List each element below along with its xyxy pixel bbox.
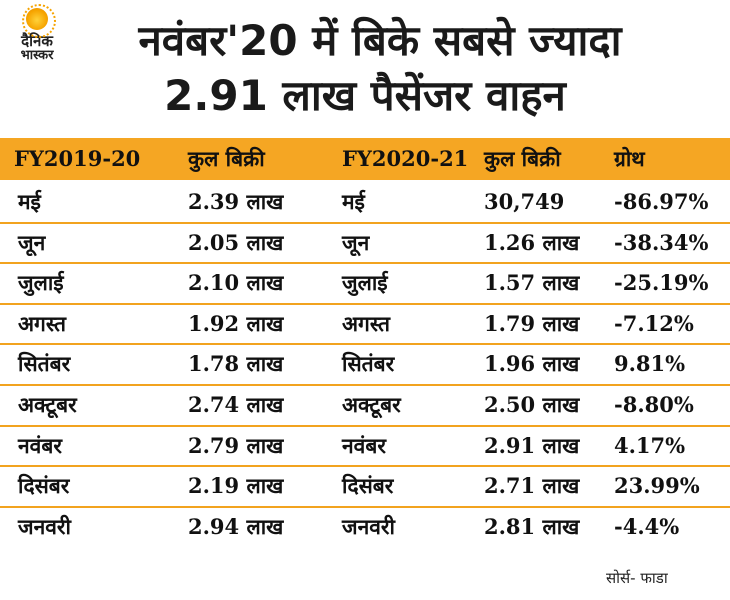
cell-growth: -86.97% (614, 189, 709, 214)
cell-sales-fy2020-21: 2.81 लाख (484, 513, 580, 539)
cell-sales-fy2019-20: 1.92 लाख (188, 310, 284, 336)
header-growth: ग्रोथ (614, 147, 645, 171)
cell-sales-fy2020-21: 2.71 लाख (484, 473, 580, 499)
cell-growth: 23.99% (614, 473, 700, 499)
cell-month-fy2020-21: अक्टूबर (342, 393, 401, 417)
cell-sales-fy2019-20: 2.39 लाख (188, 189, 284, 214)
table-row: जनवरी 2.94 लाख जनवरी 2.81 लाख -4.4% (0, 507, 730, 547)
header-total-sales-2: कुल बिक्री (484, 147, 561, 171)
cell-month-fy2020-21: जून (342, 230, 370, 255)
cell-month-fy2020-21: सितंबर (342, 352, 395, 377)
table-row: अक्टूबर 2.74 लाख अक्टूबर 2.50 लाख -8.80% (0, 385, 730, 425)
row-divider (0, 262, 730, 265)
table-row: मई 2.39 लाख मई 30,749 -86.97% (0, 182, 730, 222)
headline-line1: नवंबर'20 में बिके सबसे ज्यादा (138, 16, 622, 65)
table-row: नवंबर 2.79 लाख नवंबर 2.91 लाख 4.17% (0, 426, 730, 466)
row-divider (0, 384, 730, 386)
table-row: सितंबर 1.78 लाख सितंबर 1.96 लाख 9.81% (0, 344, 730, 384)
cell-sales-fy2020-21: 2.50 लाख (484, 392, 580, 417)
row-divider (0, 221, 730, 224)
cell-sales-fy2019-20: 2.19 लाख (188, 473, 284, 499)
cell-growth: -4.4% (614, 513, 680, 539)
cell-growth: -7.12% (614, 310, 694, 336)
cell-sales-fy2019-20: 2.74 लाख (188, 392, 284, 417)
cell-sales-fy2019-20: 2.05 लाख (188, 229, 284, 255)
row-divider (0, 343, 730, 346)
cell-sales-fy2020-21: 1.57 लाख (484, 270, 580, 296)
cell-month-fy2019-20: जून (18, 230, 46, 255)
row-divider (0, 465, 730, 468)
header-fy2019-20: FY2019-20 (14, 146, 141, 171)
source-note: सोर्स- फाडा (606, 569, 668, 587)
cell-growth: -25.19% (614, 270, 709, 296)
sun-icon (22, 4, 56, 38)
cell-month-fy2019-20: जनवरी (18, 514, 71, 539)
table-header: FY2019-20 कुल बिक्री FY2020-21 कुल बिक्र… (0, 138, 730, 180)
header-fy2020-21: FY2020-21 (342, 146, 469, 171)
cell-growth: 9.81% (614, 351, 686, 377)
header-total-sales-1: कुल बिक्री (188, 147, 265, 171)
cell-growth: 4.17% (614, 432, 686, 458)
cell-sales-fy2019-20: 2.10 लाख (188, 270, 284, 296)
cell-sales-fy2020-21: 30,749 (484, 189, 565, 214)
cell-month-fy2019-20: मई (18, 190, 41, 214)
cell-month-fy2020-21: अगस्त (342, 311, 391, 336)
table-row: जुलाई 2.10 लाख जुलाई 1.57 लाख -25.19% (0, 263, 730, 303)
cell-sales-fy2019-20: 2.94 लाख (188, 513, 284, 539)
cell-growth: -38.34% (614, 229, 709, 255)
cell-month-fy2020-21: मई (342, 190, 365, 214)
row-divider (0, 424, 730, 427)
cell-month-fy2019-20: जुलाई (18, 271, 64, 296)
table-row: दिसंबर 2.19 लाख दिसंबर 2.71 लाख 23.99% (0, 466, 730, 506)
cell-sales-fy2019-20: 1.78 लाख (188, 351, 284, 377)
logo-text-line1: दैनिक (21, 32, 53, 50)
table-row: अगस्त 1.92 लाख अगस्त 1.79 लाख -7.12% (0, 304, 730, 344)
dainik-bhaskar-logo: दैनिक भास्कर (6, 4, 68, 63)
logo-text-line2: भास्कर (20, 48, 54, 63)
cell-sales-fy2019-20: 2.79 लाख (188, 432, 284, 458)
cell-sales-fy2020-21: 1.26 लाख (484, 229, 580, 255)
cell-month-fy2020-21: जुलाई (342, 271, 388, 296)
cell-growth: -8.80% (614, 392, 694, 417)
cell-month-fy2020-21: नवंबर (342, 433, 386, 458)
table-row: जून 2.05 लाख जून 1.26 लाख -38.34% (0, 223, 730, 263)
cell-sales-fy2020-21: 1.79 लाख (484, 310, 580, 336)
cell-month-fy2020-21: दिसंबर (342, 474, 394, 499)
cell-month-fy2019-20: अगस्त (18, 311, 67, 336)
cell-month-fy2019-20: दिसंबर (18, 474, 70, 499)
cell-month-fy2020-21: जनवरी (342, 514, 395, 539)
cell-month-fy2019-20: नवंबर (18, 433, 62, 458)
cell-sales-fy2020-21: 1.96 लाख (484, 351, 580, 377)
cell-month-fy2019-20: अक्टूबर (18, 393, 77, 417)
headline-line2: 2.91 लाख पैसेंजर वाहन (164, 71, 566, 120)
cell-sales-fy2020-21: 2.91 लाख (484, 432, 580, 458)
cell-month-fy2019-20: सितंबर (18, 352, 71, 377)
row-divider (0, 505, 730, 508)
row-divider (0, 302, 730, 305)
